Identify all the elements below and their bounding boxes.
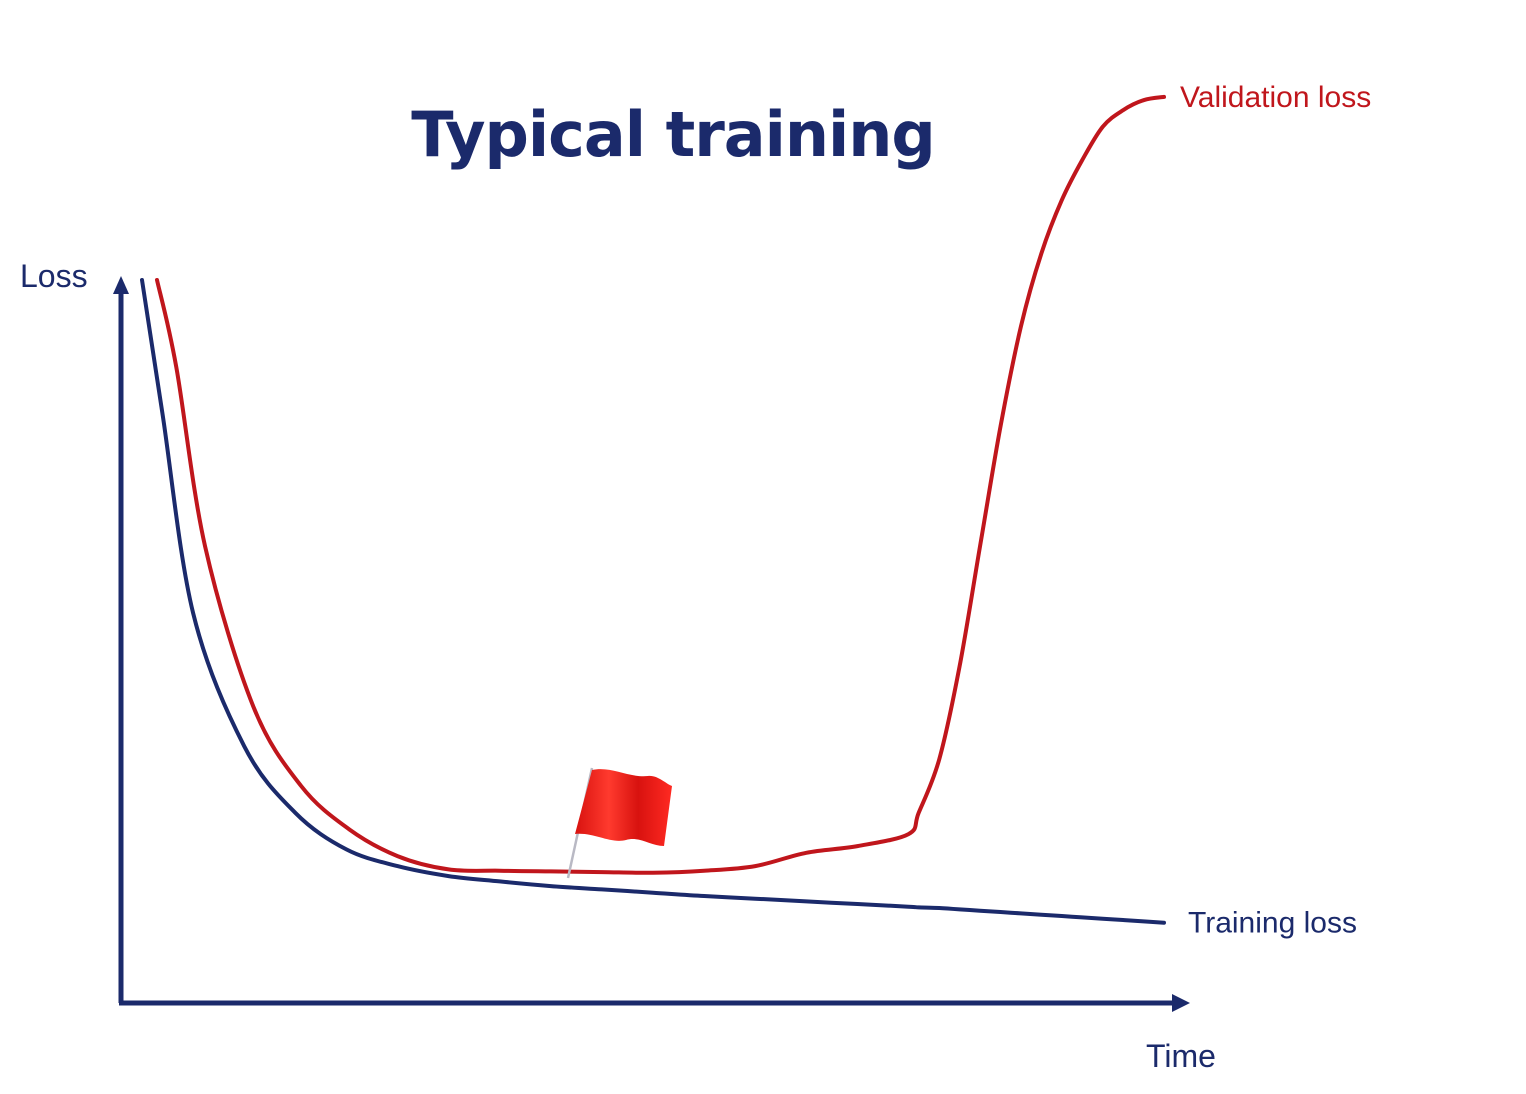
x-axis-label: Time — [1146, 1038, 1216, 1074]
y-axis-arrow-icon — [113, 276, 129, 294]
series-line-training-loss — [140, 278, 1166, 925]
x-axis-arrow-icon — [1172, 994, 1190, 1012]
y-axis-label: Loss — [20, 258, 88, 294]
series-label-validation-loss: Validation loss — [1180, 81, 1371, 114]
red-flag-icon — [566, 767, 672, 879]
series-label-training-loss: Training loss — [1188, 907, 1357, 940]
chart-title: Typical training — [411, 98, 936, 171]
series-line-validation-loss — [155, 94, 1166, 875]
